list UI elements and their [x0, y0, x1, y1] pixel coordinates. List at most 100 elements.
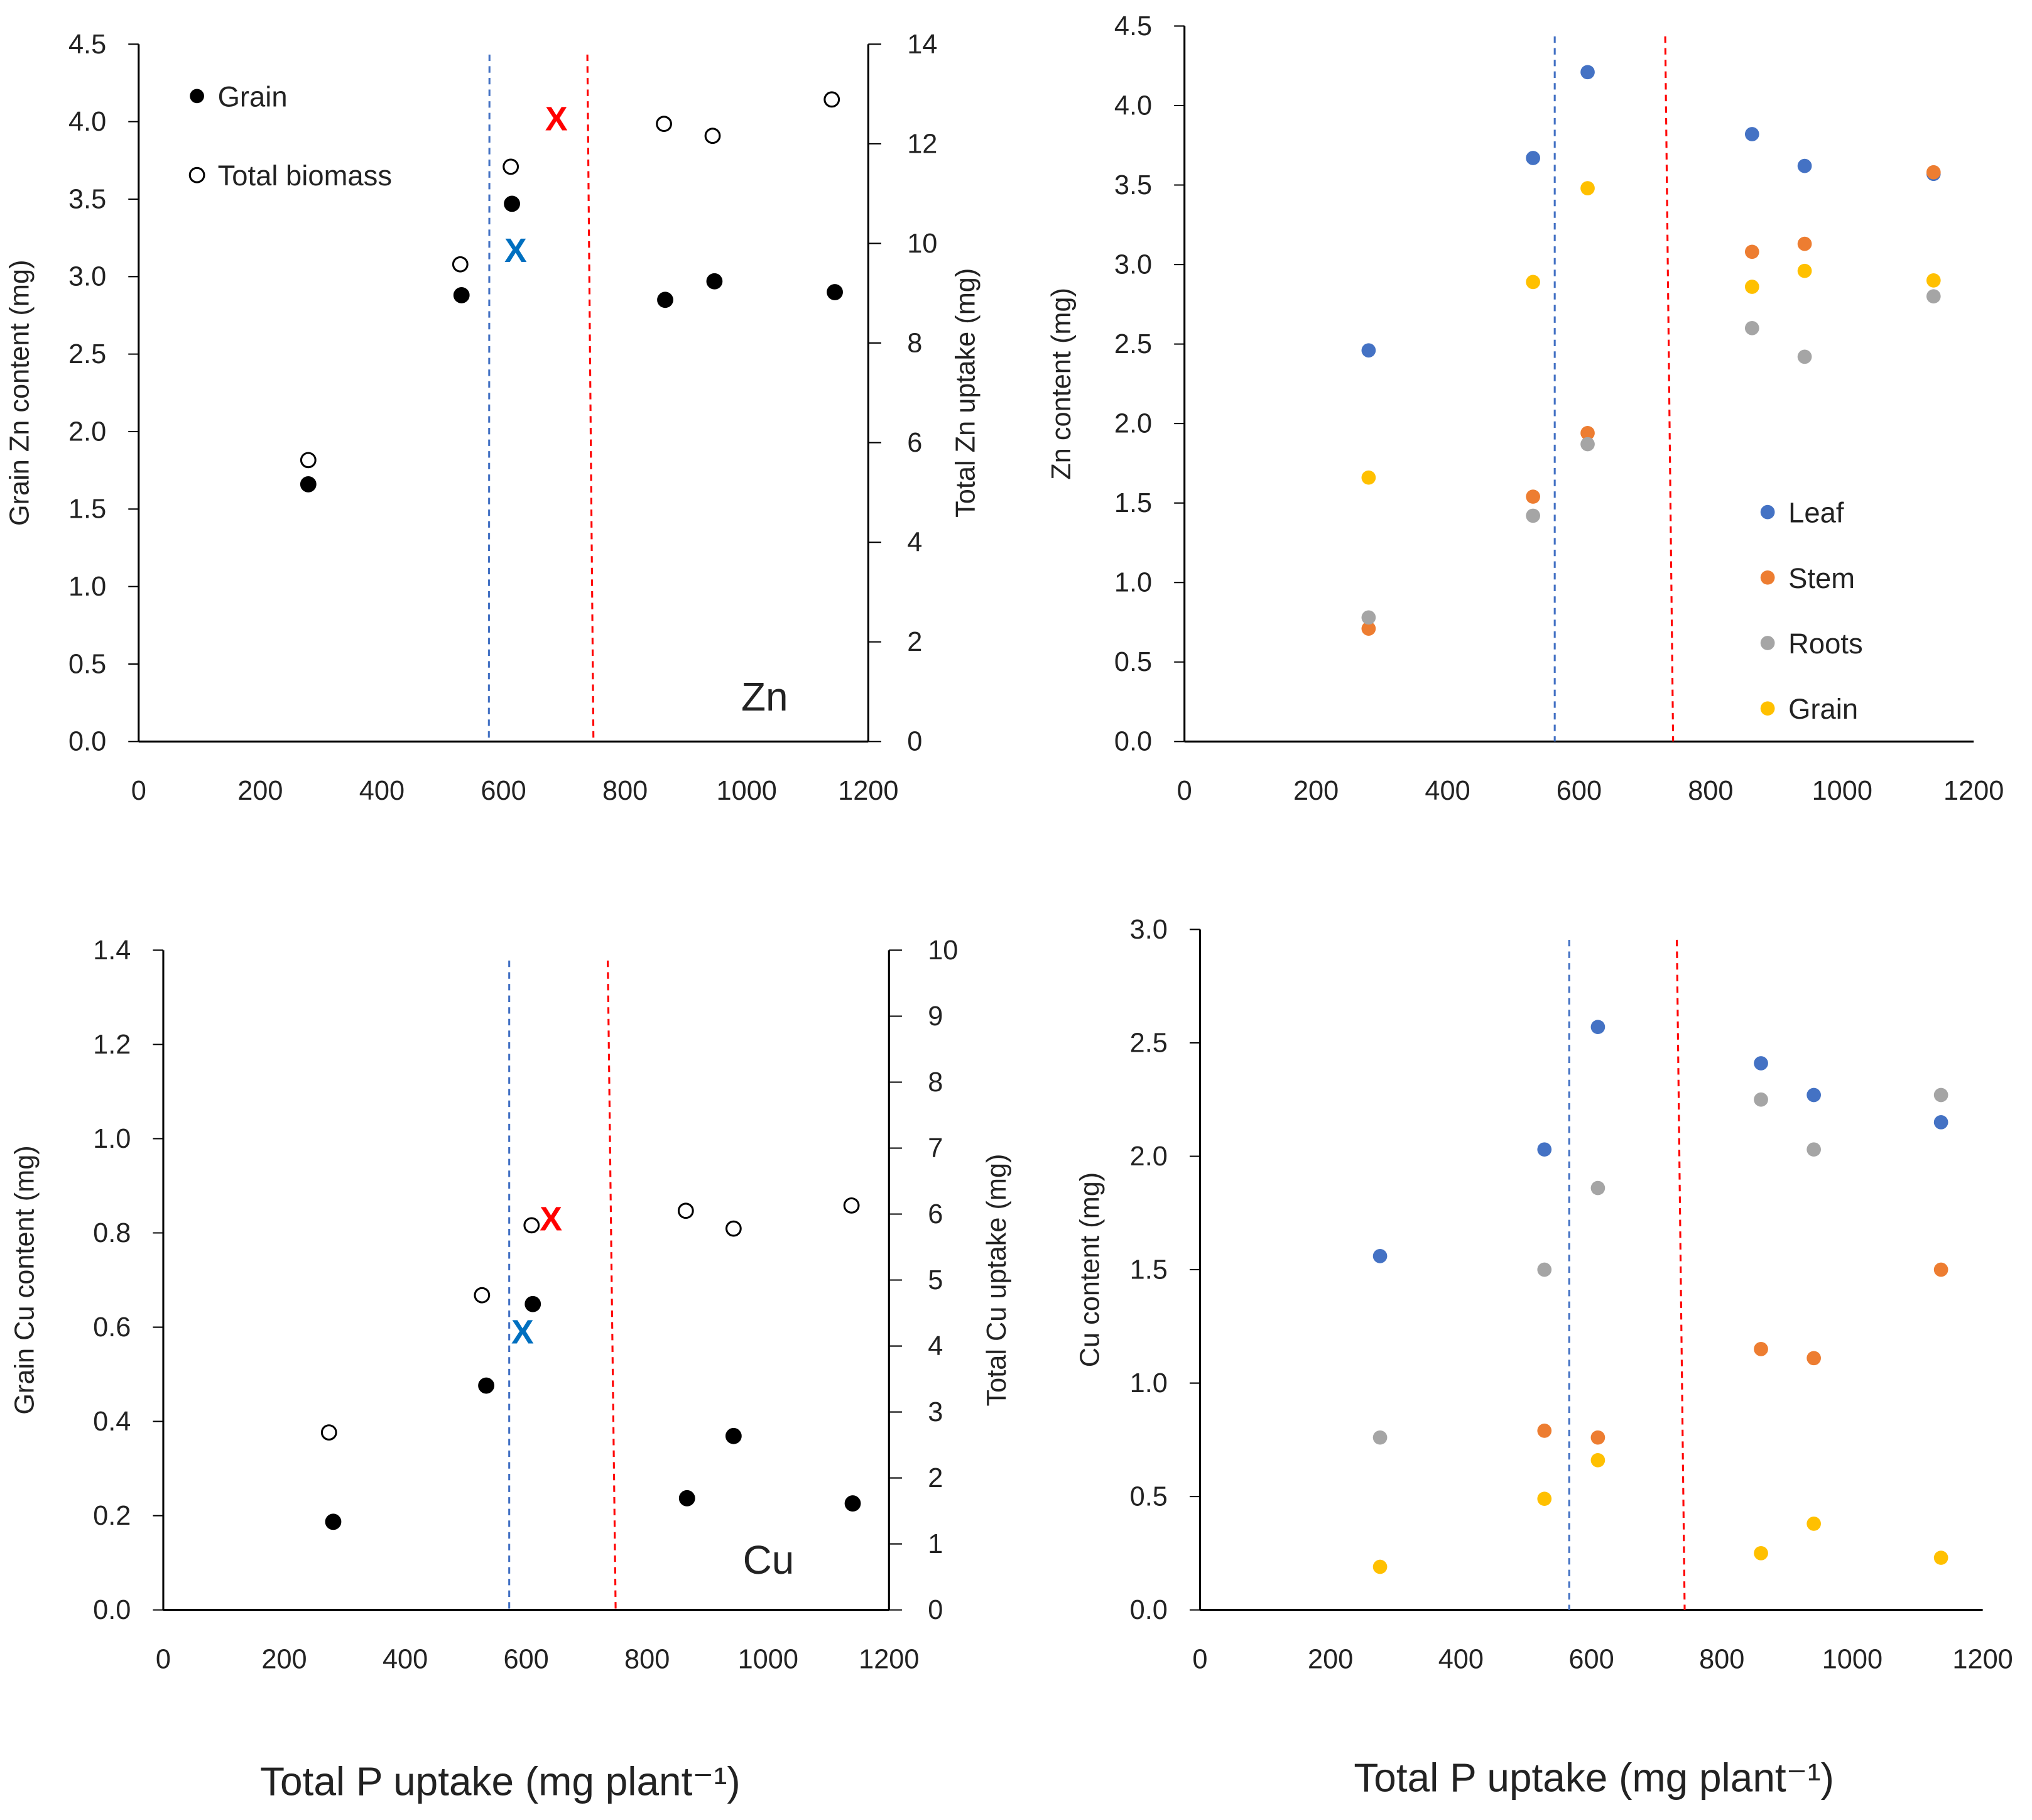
cu-organs-grain-point: [1590, 1452, 1605, 1468]
cu-grain-blue-cross-marker: X: [511, 1314, 534, 1351]
zn-grain-y-tick-label: 0.0: [68, 727, 106, 757]
zn-grain-y2-tick-label: 0: [907, 727, 922, 757]
zn-grain-y2-axis-title: Total Zn uptake (mg): [950, 268, 981, 518]
zn-grain-y-tick-label: 2.5: [68, 339, 106, 369]
zn-organs-x-tick-label: 1200: [1943, 776, 2004, 806]
cu-organs-leaf-point: [1590, 1020, 1605, 1035]
zn-grain-grain-point: [300, 476, 317, 493]
cu-organs-leaf-point: [1537, 1142, 1552, 1157]
zn-organs-grain-point: [1526, 275, 1540, 290]
zn-organs-leaf-point: [1797, 158, 1812, 173]
zn-grain-y-tick-label: 4.0: [68, 107, 106, 137]
cu-organs-roots-point: [1537, 1262, 1552, 1277]
zn-organs-grain-point: [1744, 280, 1759, 294]
cu-organs-stem-point: [1537, 1424, 1552, 1438]
zn-organs-stem-point: [1361, 621, 1376, 636]
zn-organs-legend-stem-marker: [1760, 570, 1775, 585]
zn-organs-legend-roots-marker: [1760, 636, 1775, 650]
zn-grain-legend-grain-label: Grain: [218, 80, 288, 112]
zn-grain-total-biomass-point: [656, 116, 672, 133]
cu-grain-y2-tick-label: 8: [928, 1067, 943, 1098]
zn-organs-leaf-point: [1361, 343, 1376, 358]
zn-organs-leaf-point: [1744, 127, 1759, 141]
cu-organs-grain-point: [1754, 1545, 1768, 1561]
cu-organs-y-tick-label: 3.0: [1130, 915, 1168, 945]
zn-grain-legend-biomass-label: Total biomass: [218, 160, 392, 192]
cu-grain-x-tick-label: 600: [504, 1644, 549, 1674]
zn-grain-legend-grain-marker: [190, 89, 204, 104]
zn-grain-y2-tick-label: 4: [907, 528, 922, 558]
cu-grain-x-tick-label: 1000: [738, 1644, 798, 1674]
zn-organs-x-tick-label: 800: [1688, 776, 1733, 806]
cu-organs-y-axis-title: Cu content (mg): [1075, 1172, 1106, 1368]
cu-grain-y-tick-label: 1.0: [93, 1124, 131, 1154]
zn-organs-y-tick-label: 2.0: [1114, 409, 1152, 439]
zn-organs-x-tick-label: 400: [1425, 776, 1470, 806]
zn-grain-y-tick-label: 4.5: [68, 30, 106, 60]
zn-organs-leaf-point: [1526, 151, 1540, 165]
zn-organs-roots-point: [1361, 610, 1376, 625]
zn-organs-y-tick-label: 3.0: [1114, 249, 1152, 280]
cu-organs-grain-point: [1372, 1559, 1388, 1574]
zn-organs-roots-point: [1526, 508, 1540, 523]
zn-organs-roots-point: [1744, 320, 1759, 335]
zn-organs-legend-leaf-marker: [1760, 504, 1775, 520]
zn-grain-x-tick-label: 0: [131, 776, 146, 806]
cu-organs-red-threshold-line: [1676, 939, 1686, 1610]
zn-grain-grain-point: [504, 195, 520, 212]
zn-grain-grain-point: [827, 284, 843, 300]
cu-grain-y2-tick-label: 9: [928, 1001, 943, 1032]
zn-organs-stem-point: [1526, 489, 1540, 504]
zn-organs-grain-point: [1797, 263, 1812, 278]
zn-organs-x-tick-label: 600: [1557, 776, 1602, 806]
cu-grain-y-tick-label: 0.8: [93, 1218, 131, 1248]
cu-organs-x-tick-label: 1200: [1952, 1644, 2013, 1674]
cu-organs-roots-point: [1590, 1180, 1605, 1196]
cu-grain-y2-tick-label: 10: [928, 935, 958, 966]
cu-grain-total-biomass-point: [725, 1220, 742, 1237]
zn-organs-stem-point: [1926, 165, 1941, 180]
zn-grain-red-cross-marker: X: [545, 100, 568, 138]
cu-organs-y-tick-label: 2.5: [1130, 1028, 1168, 1058]
zn-grain-blue-cross-marker: X: [504, 232, 527, 270]
zn-grain-y2-tick-label: 8: [907, 328, 922, 358]
cu-organs-grain-point: [1537, 1491, 1552, 1507]
cu-organs-roots-point: [1754, 1092, 1768, 1107]
zn-organs-y-tick-label: 1.0: [1114, 568, 1152, 598]
cu-grain-grain-point: [678, 1490, 695, 1507]
cu-grain-total-biomass-point: [523, 1217, 540, 1234]
cu-grain-grain-point: [524, 1295, 541, 1312]
zn-organs-legend-grain-label: Grain: [1788, 693, 1858, 725]
zn-grain-y-tick-label: 2.0: [68, 417, 106, 447]
cu-organs-y-tick-label: 1.0: [1130, 1368, 1168, 1398]
zn-grain-y-tick-label: 1.0: [68, 572, 106, 602]
cu-organs-roots-point: [1933, 1087, 1948, 1103]
zn-grain-grain-point: [706, 273, 723, 290]
zn-organs-legend-stem-label: Stem: [1788, 562, 1855, 594]
zn-organs-grain-point: [1926, 273, 1941, 288]
cu-organs-stem-point: [1933, 1262, 1948, 1277]
cu-grain-red-threshold-line: [607, 960, 617, 1610]
zn-grain-element-label: Zn: [741, 674, 788, 719]
zn-grain-total-biomass-point: [452, 256, 469, 273]
cu-grain-y-tick-label: 0.6: [93, 1312, 131, 1343]
cu-grain-y2-tick-label: 6: [928, 1199, 943, 1229]
zn-grain-y-tick-label: 3.5: [68, 184, 106, 214]
zn-grain-y2-tick-label: 6: [907, 428, 922, 458]
cu-organs-x-tick-label: 0: [1192, 1644, 1207, 1674]
zn-grain-x-tick-label: 1200: [838, 776, 898, 806]
zn-organs-legend-grain-marker: [1760, 701, 1775, 716]
zn-grain-total-biomass-point: [503, 158, 519, 175]
zn-organs-grain-point: [1361, 470, 1376, 485]
x-axis-title-left: Total P uptake (mg plant⁻¹): [260, 1759, 741, 1804]
zn-organs-leaf-point: [1580, 65, 1595, 80]
cu-organs-y-tick-label: 1.5: [1130, 1255, 1168, 1285]
cu-grain-y2-tick-label: 0: [928, 1595, 943, 1625]
cu-organs-grain-point: [1933, 1550, 1948, 1565]
zn-grain-x-tick-label: 600: [481, 776, 526, 806]
cu-organs-y-tick-label: 2.0: [1130, 1142, 1168, 1172]
cu-organs-y-tick-label: 0.0: [1130, 1595, 1168, 1625]
cu-organs-leaf-point: [1754, 1056, 1768, 1071]
cu-grain-total-biomass-point: [320, 1424, 337, 1441]
